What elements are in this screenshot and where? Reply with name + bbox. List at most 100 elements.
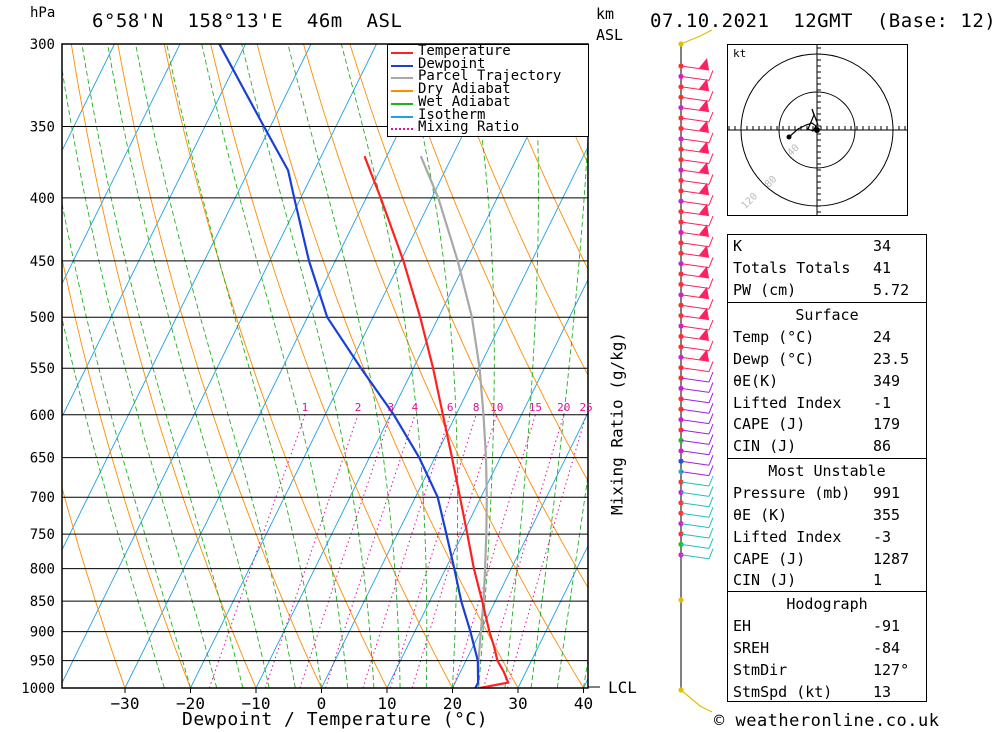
wind-level-marker [678,250,684,256]
mu-cin-value: 1 [873,571,883,589]
wet-adiabat-line [81,44,244,688]
wind-barb [680,408,710,414]
wind-barb [680,148,710,154]
wind-barb [680,169,710,175]
wind-barb [680,471,710,477]
wind-barb [680,502,710,508]
wind-barb [680,450,710,456]
dry-adiabat-line [62,485,126,688]
surface-cape-label: CAPE (J) [733,415,806,433]
wind-barb [680,543,710,549]
wet-adiabat-line [135,44,296,688]
legend-label: Wet Adiabat [418,93,511,110]
surface-cin-value: 86 [873,437,892,455]
divider [728,591,926,592]
wind-barb [680,127,710,133]
hodograph-ring-label-40: 40 [786,142,802,158]
wind-barb-pennant [699,245,709,258]
wind-barb [680,554,710,560]
wind-barb [680,179,710,185]
surface-li-label: Lifted Index [733,394,842,412]
k-value: 34 [873,237,892,255]
wind-barb [680,439,710,445]
pressure-tick-label: 600 [30,408,55,424]
divider [728,302,926,303]
isotherm-line [452,411,588,688]
wind-barb [680,335,710,341]
pressure-tick-label: 1000 [21,681,55,697]
wind-barb [680,367,710,373]
wind-barb-feather [708,517,714,528]
isotherm-line [62,44,181,285]
wet-adiabat-line [340,44,428,688]
stmdir-label: StmDir [733,661,788,679]
wind-level-marker [678,125,684,131]
legend-label: Parcel Trajectory [418,68,562,85]
dry-adiabat-line [303,44,584,688]
wind-barb-feather [708,70,714,81]
pw-value: 5.72 [873,281,910,299]
hodograph-block: Hodograph EH -91 SREH -84 StmDir 127° St… [728,592,926,702]
wind-barb-feather [708,215,714,227]
wind-barb [680,138,710,144]
x-tick-label: −20 [176,694,205,713]
x-tick-label: 10 [377,694,396,713]
dry-adiabat-line [954,44,1000,688]
mu-cape-label: CAPE (J) [733,550,806,568]
divider [728,458,926,459]
hodograph-unit-label: kt [733,47,747,60]
wind-barb-pennant [699,162,709,174]
wind-barb [680,117,710,123]
mu-cape-value: 1287 [873,550,910,568]
isotherm-line [62,44,377,684]
isotherm-line [386,278,588,688]
wet-adiabat-line [107,44,270,688]
wind-barb-feather [708,174,714,185]
isotherm-line [517,544,588,688]
isotherm-line [190,44,508,688]
surface-li-value: -1 [873,394,892,412]
pressure-tick-label: 900 [30,625,55,641]
wind-barb [680,263,710,269]
mixing-ratio-tick-label: 3 [388,401,395,414]
mixing-ratio-tick-label: 15 [529,401,542,414]
sreh-value: -84 [873,639,901,657]
wind-barb [680,242,710,248]
wind-barb-feather [708,132,714,143]
surface-temp-value: 24 [873,328,892,346]
wind-barb [680,512,710,518]
location-label: 6°58'N 158°13'E 46m ASL [92,10,403,32]
wind-barb-feather [708,153,714,164]
surface-theta-value: 349 [873,372,901,390]
wind-barb [680,346,710,352]
wet-adiabat-line [467,44,495,688]
pressure-tick-label: 500 [30,310,55,326]
wind-barb [680,491,710,497]
km-label: km [596,5,615,23]
wind-barb-feather [708,278,714,289]
wind-barb-feather [708,444,714,455]
wind-barb [680,211,710,217]
wind-barb [680,107,710,113]
wind-barb [680,252,710,258]
legend-swatch [391,90,413,93]
wind-barb-feather [708,455,714,466]
isotherm-line [62,44,312,551]
wind-barb-feather [708,496,714,507]
legend-label: Dewpoint [418,55,486,72]
wind-barb-pennant [699,182,709,195]
x-tick-label: 0 [317,694,327,713]
wind-barb [680,273,710,279]
hodograph-storm-dot [786,134,792,140]
dry-adiabat-line [117,44,322,688]
mixing-ratio-line [506,414,587,688]
surface-dewp-label: Dewp (°C) [733,350,815,368]
wind-barb-feather [708,507,714,518]
wind-barb-feather [708,403,714,414]
wind-barb [680,231,710,237]
top-wind-barb [680,29,713,45]
stmdir-value: 127° [873,661,910,679]
pressure-tick-label: 550 [30,361,55,377]
wind-level-marker [678,146,684,152]
